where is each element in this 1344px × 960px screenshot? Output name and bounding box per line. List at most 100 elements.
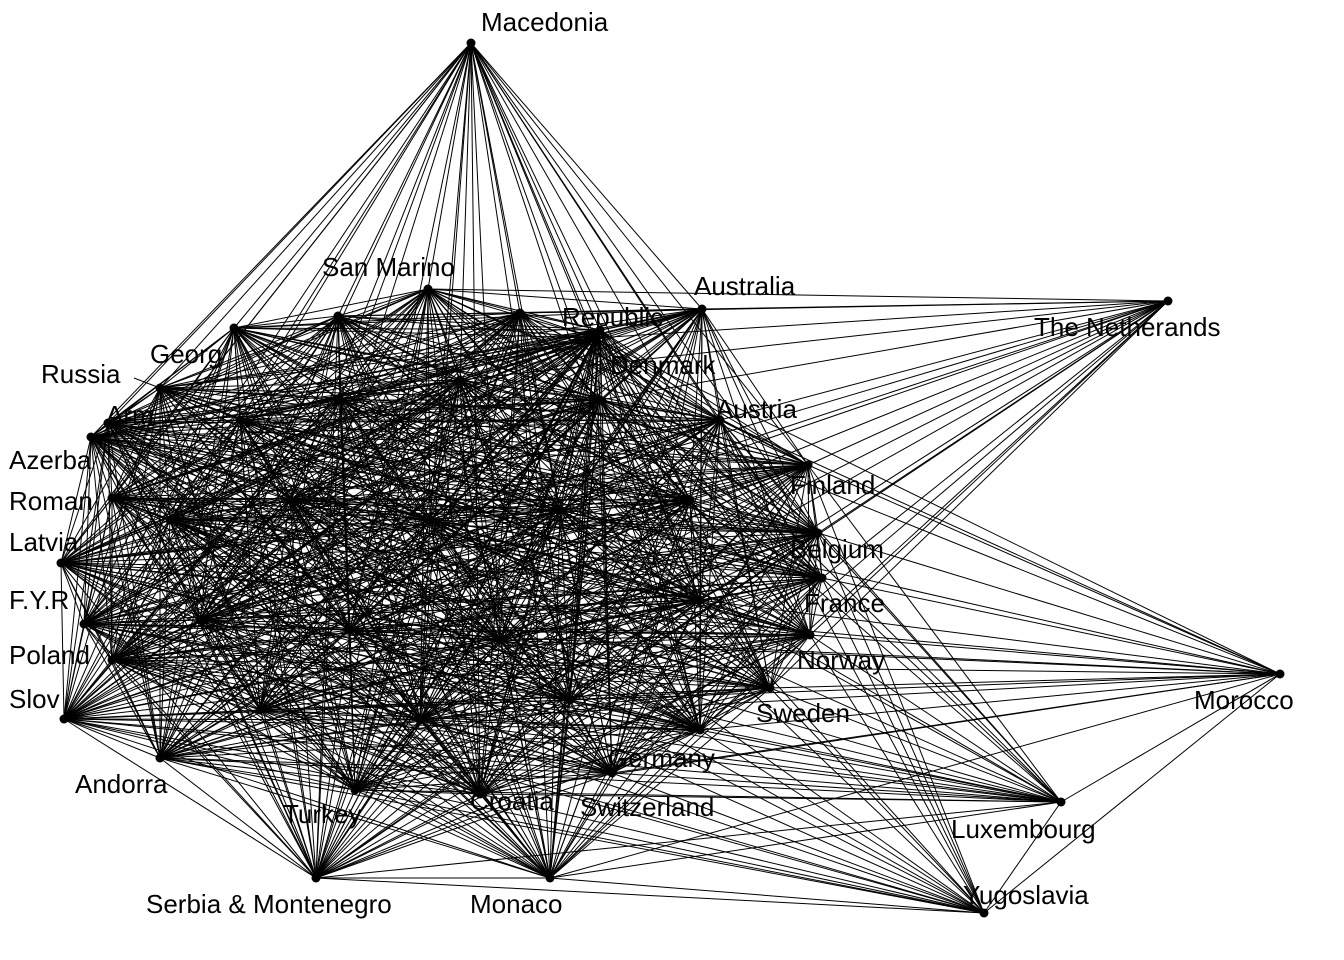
- edge-georgia-san-marino: [233, 288, 429, 329]
- edge-norway-n10: [559, 509, 811, 636]
- node-n7: [165, 515, 175, 525]
- edge-finland-n7: [169, 464, 809, 521]
- edge-france-n13: [349, 577, 823, 631]
- edge-n16-n17: [419, 699, 571, 721]
- edge-monaco-n4: [339, 399, 551, 879]
- edge-yugoslavia-serbia: [315, 877, 985, 914]
- edge-n8-n12: [199, 499, 291, 621]
- edge-macedonia-norway: [470, 42, 811, 636]
- edge-n8-n17: [289, 499, 571, 701]
- node-georgia: [229, 323, 239, 333]
- edge-australia-n11: [689, 308, 703, 501]
- node-n10: [555, 505, 565, 515]
- edge-yugoslavia-n13: [349, 629, 985, 914]
- edge-norway-n17: [569, 634, 811, 701]
- edge-finland-australia: [701, 308, 809, 466]
- edge-germany-n16: [419, 719, 701, 731]
- edge-switzerland-n13: [349, 629, 613, 774]
- edge-slovenia-switzerland: [63, 718, 613, 774]
- edge-morocco-sweden: [769, 673, 1281, 689]
- label-layer: Macedonia San Marino Australia The Nethe…: [9, 7, 1294, 919]
- edge-austria-denmark: [594, 337, 721, 421]
- edge-russia-san-marino: [159, 288, 429, 389]
- edge-republic-n4: [339, 312, 521, 401]
- edge-n2-n4: [339, 329, 601, 401]
- edge-n7-n18: [169, 519, 701, 601]
- edge-andorra-n5: [159, 379, 461, 759]
- edge-yugoslavia-sweden: [769, 687, 985, 914]
- node-label-slovenia: Slov: [9, 684, 60, 714]
- node-label-norway: Norway: [797, 645, 885, 675]
- edge-the-netherlands-norway: [809, 300, 1169, 636]
- edge-n2-n12: [199, 329, 601, 621]
- edge-slovenia-turkey: [63, 718, 356, 791]
- edge-poland-n7: [111, 519, 171, 661]
- node-turkey: [350, 785, 360, 795]
- edge-sweden-n14: [499, 639, 771, 689]
- edge-n5-n18: [459, 379, 701, 601]
- edge-belgium-n6: [599, 399, 819, 534]
- edge-luxembourg-finland: [807, 464, 1062, 803]
- edge-luxembourg-monaco: [549, 801, 1062, 879]
- edge-san-marino-n1: [337, 288, 429, 317]
- node-macedonia: [466, 38, 476, 48]
- edge-macedonia-n18: [470, 42, 701, 601]
- edge-macedonia-n1: [337, 42, 472, 317]
- edge-romania-san-marino: [111, 288, 429, 499]
- node-azerbaijan: [86, 432, 96, 442]
- node-republic: [515, 308, 525, 318]
- edge-latvia-n1: [60, 315, 339, 564]
- edge-norway-australia: [701, 308, 811, 636]
- edge-luxembourg-yugoslavia: [983, 801, 1062, 914]
- edge-yugoslavia-belgium: [817, 532, 985, 914]
- node-denmark: [590, 333, 600, 343]
- edge-belgium-n5: [459, 379, 819, 534]
- edge-serbia-n7: [169, 519, 317, 879]
- edge-the-netherlands-sweden: [769, 300, 1169, 689]
- edge-latvia-n3: [60, 419, 241, 564]
- edge-macedonia-n17: [470, 42, 571, 701]
- edge-luxembourg-norway: [809, 634, 1062, 803]
- edge-serbia-sweden: [315, 687, 771, 879]
- edge-poland-n8: [111, 499, 291, 661]
- edge-germany-n3: [239, 419, 701, 731]
- edge-switzerland-n5: [459, 379, 613, 774]
- edge-austria-n1: [337, 315, 721, 421]
- node-label-turkey: Turkey: [283, 799, 362, 829]
- edge-monaco-denmark: [549, 337, 596, 879]
- edge-san-marino-n6: [427, 288, 601, 401]
- node-finland: [803, 460, 813, 470]
- edge-luxembourg-turkey: [354, 789, 1062, 803]
- edge-n7-n12: [169, 519, 201, 621]
- edge-luxembourg-slovenia: [63, 718, 1062, 803]
- node-russia: [155, 383, 165, 393]
- edge-turkey-serbia: [315, 789, 356, 879]
- edge-n6-n17: [569, 399, 601, 701]
- edge-n6-n14: [499, 399, 601, 641]
- edge-monaco-n15: [259, 709, 551, 879]
- edge-n3-n13: [239, 419, 351, 631]
- edge-n2-n18: [599, 329, 701, 601]
- edge-macedonia-georgia: [233, 42, 472, 329]
- edge-andorra-serbia: [159, 757, 317, 879]
- node-poland: [107, 655, 117, 665]
- edge-australia-n7: [169, 308, 703, 521]
- node-yugoslavia: [979, 908, 989, 918]
- edge-sweden-n13: [349, 629, 771, 689]
- edge-yugoslavia-germany: [699, 729, 985, 914]
- edge-yugoslavia-n17: [569, 699, 985, 914]
- edge-monaco-n12: [199, 619, 551, 879]
- edge-poland-n2: [111, 329, 601, 661]
- edge-romania-republic: [111, 312, 521, 499]
- edge-yugoslavia-andorra: [159, 757, 985, 914]
- edge-n11-n15: [259, 499, 691, 711]
- edge-azerbaijan-turkey: [90, 436, 356, 791]
- edge-n13-n18: [349, 599, 701, 631]
- edge-macedonia-n2: [470, 42, 601, 331]
- edge-australia-n16: [419, 308, 703, 721]
- edge-n7-n8: [169, 499, 291, 521]
- edge-croatia-n7: [169, 519, 481, 795]
- edge-n7-n16: [169, 519, 421, 721]
- edge-yugoslavia-poland: [111, 659, 985, 914]
- edge-azerbaijan-slovenia: [63, 436, 92, 720]
